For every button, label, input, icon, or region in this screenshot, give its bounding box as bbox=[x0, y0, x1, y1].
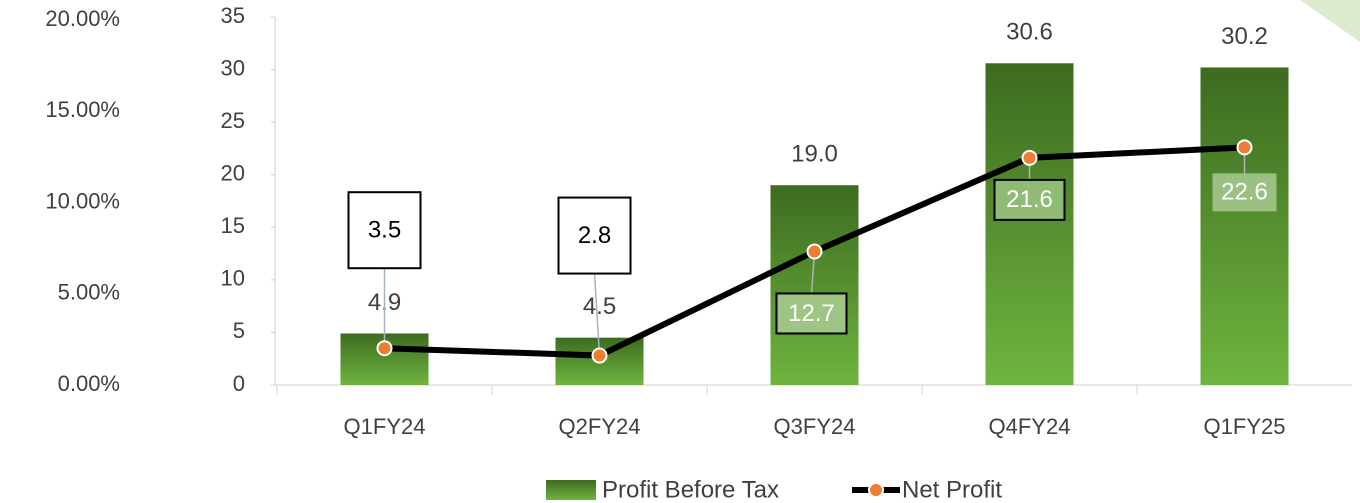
y2-tick-label: 10.00% bbox=[45, 188, 120, 213]
line-marker bbox=[1021, 149, 1038, 166]
net-label-box bbox=[557, 196, 632, 275]
y-tick-label: 15 bbox=[221, 213, 245, 238]
line-value-label: 12.7 bbox=[788, 300, 835, 327]
line-value-label: 3.5 bbox=[368, 217, 401, 244]
bar-value-label: 4.5 bbox=[583, 293, 616, 320]
legend-swatch bbox=[546, 480, 596, 500]
line-marker bbox=[806, 243, 823, 260]
y-tick-label: 20 bbox=[221, 161, 245, 186]
corner-decoration bbox=[1300, 0, 1360, 42]
bar-value-label: 30.2 bbox=[1221, 23, 1268, 50]
legend-marker bbox=[868, 482, 884, 498]
x-tick-label: Q2FY24 bbox=[559, 414, 641, 439]
net-label-box bbox=[1212, 173, 1277, 212]
line-marker bbox=[376, 340, 393, 357]
bar-value-label: 30.6 bbox=[1006, 19, 1053, 46]
y-tick-label: 35 bbox=[221, 3, 245, 28]
bar-value-label: 19.0 bbox=[791, 141, 838, 168]
y-tick-label: 10 bbox=[221, 266, 245, 291]
y-tick-label: 25 bbox=[221, 108, 245, 133]
net-label-box bbox=[775, 292, 848, 335]
line-value-label: 2.8 bbox=[578, 222, 611, 249]
x-tick-label: Q3FY24 bbox=[774, 414, 856, 439]
net-label-box bbox=[993, 178, 1066, 221]
line-marker bbox=[1236, 139, 1253, 156]
x-tick-label: Q4FY24 bbox=[989, 414, 1071, 439]
y2-tick-label: 0.00% bbox=[58, 371, 120, 396]
x-tick-label: Q1FY24 bbox=[344, 414, 426, 439]
y2-tick-label: 20.00% bbox=[45, 6, 120, 31]
legend-label: Profit Before Tax bbox=[602, 476, 779, 503]
y2-tick-label: 15.00% bbox=[45, 97, 120, 122]
x-tick-label: Q1FY25 bbox=[1204, 414, 1286, 439]
line-marker bbox=[591, 347, 608, 364]
y2-tick-label: 5.00% bbox=[58, 280, 120, 305]
y-tick-label: 30 bbox=[221, 55, 245, 80]
bar bbox=[1200, 67, 1289, 386]
net-label-box bbox=[347, 191, 422, 270]
line-value-label: 21.6 bbox=[1006, 186, 1053, 213]
leader-line bbox=[593, 273, 601, 356]
y-tick-label: 5 bbox=[233, 318, 245, 343]
bar bbox=[985, 63, 1074, 386]
y-tick-label: 0 bbox=[233, 371, 245, 396]
bar bbox=[770, 185, 859, 385]
line-value-label: 22.6 bbox=[1221, 179, 1268, 206]
legend-label: Net Profit bbox=[902, 476, 1002, 503]
